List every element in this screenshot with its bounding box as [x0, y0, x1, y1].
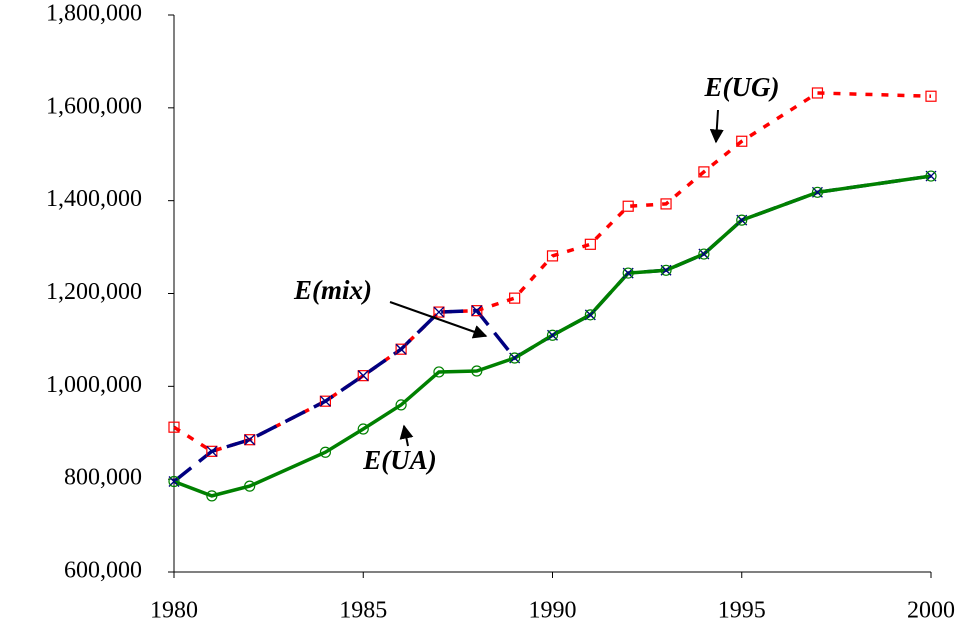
y-tick-label: 600,000 [64, 558, 142, 584]
marker [925, 170, 937, 182]
y-tick-label: 1,600,000 [46, 93, 142, 119]
marker [584, 238, 596, 250]
marker [319, 446, 331, 458]
marker [546, 250, 559, 262]
annotation: E(UG) [704, 72, 780, 102]
marker [319, 395, 331, 407]
marker [433, 366, 445, 378]
annotation-arrow [709, 109, 724, 144]
marker [471, 305, 483, 317]
marker [433, 306, 445, 318]
marker [357, 423, 369, 435]
marker [509, 352, 521, 364]
x-tick-label: 1985 [339, 598, 387, 624]
series-line [172, 174, 932, 483]
marker [244, 434, 256, 446]
marker [206, 490, 218, 502]
marker [546, 329, 559, 341]
marker [698, 248, 710, 260]
marker [206, 445, 218, 457]
y-tick-label: 1,400,000 [46, 186, 142, 212]
marker [395, 399, 407, 411]
y-tick-label: 1,000,000 [46, 372, 142, 398]
marker [471, 365, 483, 377]
marker [925, 90, 937, 102]
x-tick-label: 1990 [529, 598, 577, 624]
marker [698, 166, 710, 178]
marker [509, 292, 521, 304]
marker [395, 343, 407, 355]
x-tick-label: 2000 [907, 598, 955, 624]
x-tick-label: 1995 [718, 598, 766, 624]
marker [660, 264, 672, 276]
marker [319, 395, 331, 407]
marker [471, 305, 483, 317]
series-line [173, 91, 932, 454]
annotation-arrow [399, 424, 414, 447]
marker [811, 87, 824, 99]
marker [736, 214, 748, 226]
marker [357, 370, 369, 382]
marker [206, 445, 218, 457]
marker [622, 267, 634, 279]
marker [357, 370, 369, 382]
y-tick-label: 1,800,000 [46, 1, 142, 27]
annotation: E(UA) [362, 445, 437, 475]
annotation-arrow [389, 301, 488, 339]
marker [736, 135, 748, 147]
y-tick-label: 800,000 [64, 465, 142, 491]
y-tick-label: 1,200,000 [46, 279, 142, 305]
marker [244, 480, 256, 492]
marker [244, 434, 256, 446]
marker [433, 306, 445, 318]
marker [168, 475, 180, 488]
annotation: E(mix) [293, 275, 372, 305]
marker [168, 421, 180, 433]
marker [395, 343, 407, 355]
x-tick-label: 1980 [150, 598, 198, 624]
marker [584, 309, 596, 321]
marker [622, 200, 634, 212]
marker [811, 186, 824, 198]
marker [660, 198, 672, 210]
